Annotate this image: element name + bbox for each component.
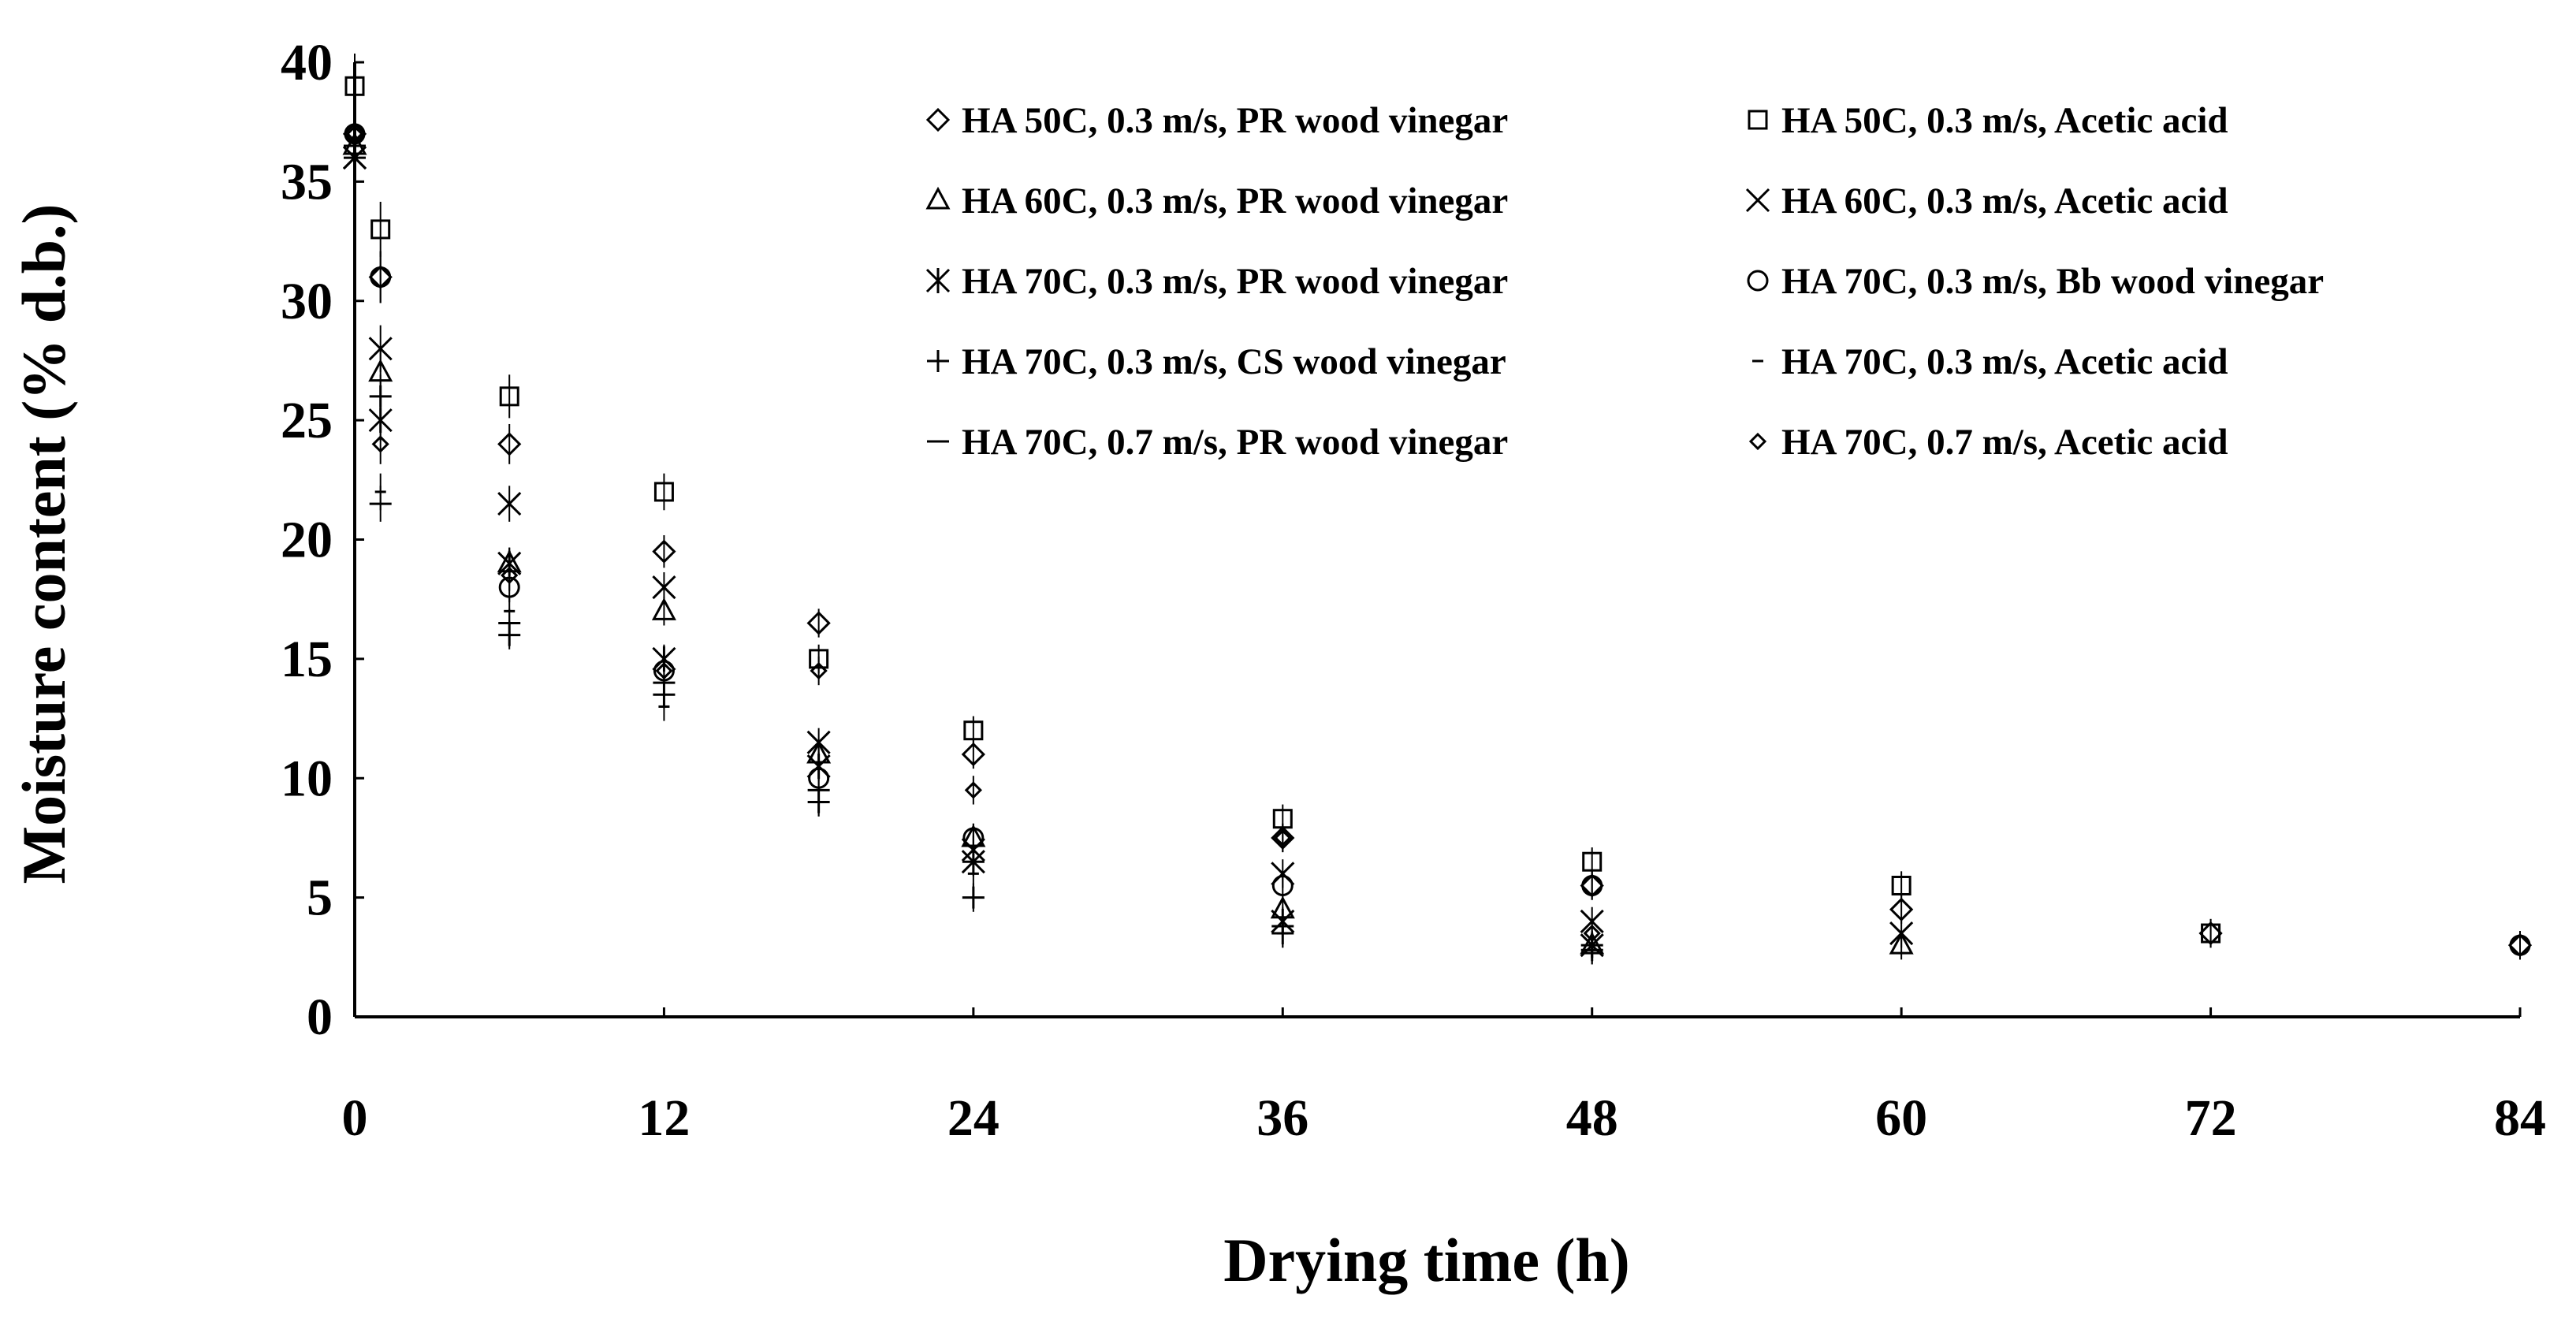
legend-item: HA 70C, 0.7 m/s, Acetic acid — [1748, 422, 2228, 463]
legend-label: HA 70C, 0.3 m/s, Bb wood vinegar — [1781, 261, 2324, 302]
data-point — [1583, 924, 1601, 943]
series-2 — [342, 115, 1914, 960]
legend-item: HA 50C, 0.3 m/s, Acetic acid — [1748, 100, 2228, 141]
data-point — [345, 125, 364, 143]
data-point — [1274, 828, 1292, 847]
x-tick-label: 60 — [1875, 1089, 1927, 1147]
data-point — [369, 385, 392, 408]
ticks: 0 5 10 15 20 25 30 35 40 0 12 24 36 48 60 72 84 — [281, 34, 2546, 1147]
data-point — [499, 386, 519, 407]
legend-item: HA 70C, 0.7 m/s, PR wood vinegar — [927, 422, 1508, 463]
data-point — [652, 539, 676, 564]
data-point — [653, 482, 674, 502]
legend-item: HA 70C, 0.3 m/s, PR wood vinegar — [925, 261, 1508, 302]
data-point — [962, 886, 985, 909]
y-tick-label: 40 — [281, 34, 333, 91]
data-point — [652, 575, 676, 600]
data-point — [961, 742, 985, 767]
data-point — [2201, 923, 2221, 944]
data-point — [2509, 934, 2531, 956]
legend-item: HA 50C, 0.3 m/s, PR wood vinegar — [925, 100, 1508, 141]
data-point — [1271, 874, 1294, 896]
x-tick-label: 36 — [1256, 1089, 1308, 1147]
series-5 — [344, 102, 2531, 960]
y-tick-label: 25 — [281, 392, 333, 449]
legend-marker — [927, 350, 949, 372]
legend-label: HA 70C, 0.3 m/s, PR wood vinegar — [962, 261, 1508, 302]
x-tick-label: 0 — [342, 1089, 368, 1147]
series-0 — [342, 102, 2533, 960]
data-point — [344, 76, 365, 96]
data-point — [810, 661, 828, 680]
y-tick-label: 30 — [281, 273, 333, 330]
data-point — [1889, 932, 1914, 955]
data-point — [1582, 851, 1603, 872]
series-9 — [345, 102, 1601, 948]
y-tick-label: 5 — [307, 869, 333, 927]
legend-item: HA 70C, 0.3 m/s, CS wood vinegar — [927, 341, 1506, 382]
x-axis-title: Drying time (h) — [1223, 1226, 1630, 1294]
data-point — [962, 827, 985, 849]
legend-marker — [925, 268, 951, 293]
legend-marker — [1748, 110, 1768, 130]
data-point — [501, 566, 519, 585]
legend-label: HA 70C, 0.3 m/s, CS wood vinegar — [962, 341, 1506, 382]
legend-item: HA 60C, 0.3 m/s, Acetic acid — [1745, 181, 2228, 222]
data-point — [1891, 875, 1912, 895]
data-point — [370, 266, 392, 288]
data-point — [806, 730, 831, 754]
legend-label: HA 70C, 0.7 m/s, Acetic acid — [1781, 422, 2228, 463]
data-point — [371, 435, 389, 453]
data-point — [497, 432, 522, 456]
legend-marker — [1748, 432, 1767, 451]
legend-item: HA 70C, 0.3 m/s, Acetic acid — [1752, 341, 2228, 382]
x-tick-label: 72 — [2185, 1089, 2237, 1147]
series-1 — [344, 53, 2221, 948]
legend-marker — [1745, 188, 1770, 213]
x-tick-label: 24 — [947, 1089, 1000, 1147]
data-point — [651, 597, 676, 620]
legend-item: HA 60C, 0.3 m/s, PR wood vinegar — [925, 181, 1508, 222]
y-tick-label: 15 — [281, 631, 333, 688]
data-point — [963, 720, 984, 741]
legend-label: HA 70C, 0.3 m/s, Acetic acid — [1781, 341, 2228, 382]
data-points — [342, 53, 2533, 965]
legend-marker — [1747, 270, 1769, 292]
legend-marker — [925, 107, 951, 132]
y-tick-label: 20 — [281, 512, 333, 569]
legend-label: HA 60C, 0.3 m/s, Acetic acid — [1781, 181, 2228, 222]
legend-label: HA 50C, 0.3 m/s, PR wood vinegar — [962, 100, 1508, 141]
data-point — [368, 337, 393, 361]
data-point — [655, 661, 673, 680]
series-3 — [342, 127, 1914, 948]
data-point — [1889, 921, 1914, 946]
y-tick-label: 10 — [281, 750, 333, 807]
y-axis-title: Moisture content (% d.b.) — [9, 204, 78, 884]
legend-label: HA 60C, 0.3 m/s, PR wood vinegar — [962, 181, 1508, 222]
legend-item: HA 70C, 0.3 m/s, Bb wood vinegar — [1747, 261, 2324, 302]
legend-label: HA 50C, 0.3 m/s, Acetic acid — [1781, 100, 2228, 141]
y-tick-label: 35 — [281, 153, 333, 210]
y-tick-label: 0 — [307, 988, 333, 1046]
legend: HA 50C, 0.3 m/s, PR wood vinegar HA 50C, … — [925, 100, 2324, 463]
data-point — [1581, 874, 1603, 896]
x-tick-label: 12 — [638, 1089, 690, 1147]
data-point — [964, 781, 982, 799]
data-point — [806, 611, 831, 635]
legend-marker — [925, 186, 951, 210]
legend-label: HA 70C, 0.7 m/s, PR wood vinegar — [962, 422, 1508, 463]
data-point — [370, 219, 391, 240]
data-point — [497, 492, 522, 516]
x-tick-label: 48 — [1566, 1089, 1618, 1147]
x-tick-label: 84 — [2494, 1089, 2546, 1147]
